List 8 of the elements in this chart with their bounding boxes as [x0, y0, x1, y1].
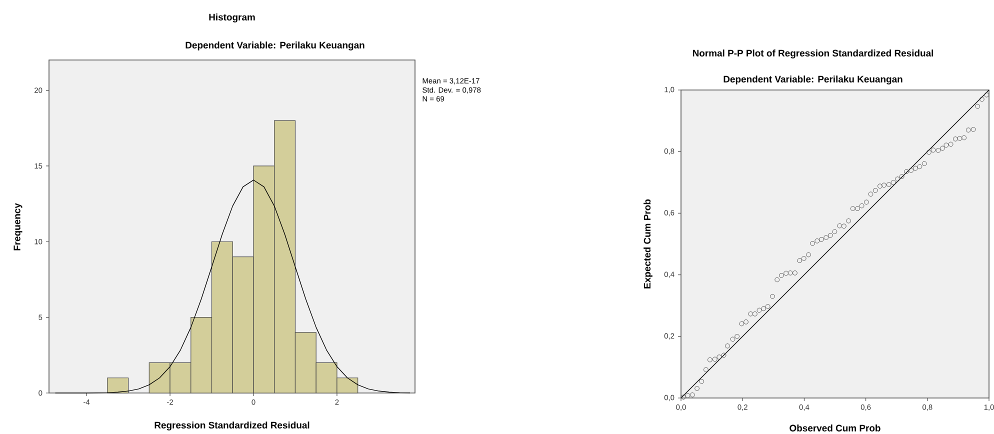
chart-subtitle: Dependent Variable: Perilaku Keuangan [186, 42, 364, 50]
y-axis-title: Expected Cum Prob [644, 199, 652, 288]
y-axis-title: Frequency [14, 203, 22, 250]
x-axis-title: Regression Standardized Residual [154, 422, 310, 430]
chart-subtitle: Dependent Variable: Perilaku Keuangan [724, 76, 902, 84]
x-axis-title: Observed Cum Prob [790, 424, 880, 432]
chart-title: Histogram [209, 14, 255, 22]
chart-title: Normal P-P Plot of Regression Standardized Residual [692, 50, 934, 58]
